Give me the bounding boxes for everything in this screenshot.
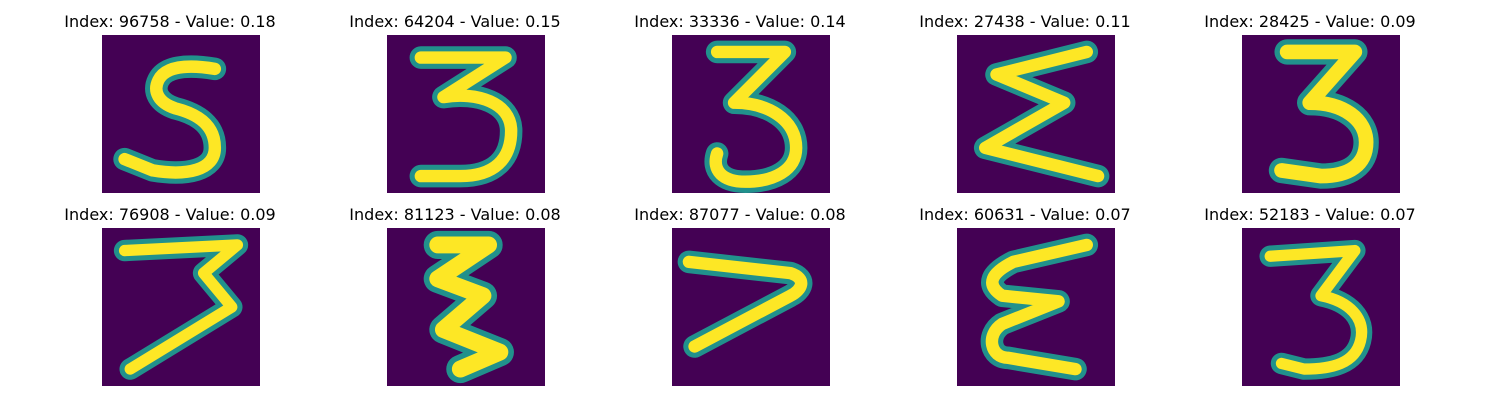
panel-title: Index: 96758 - Value: 0.18 xyxy=(20,12,320,31)
panel-title: Index: 33336 - Value: 0.14 xyxy=(590,12,890,31)
digit-image xyxy=(387,228,545,386)
digit-image xyxy=(387,35,545,193)
digit-image xyxy=(672,35,830,193)
panel-title: Index: 81123 - Value: 0.08 xyxy=(305,205,605,224)
panel-title: Index: 28425 - Value: 0.09 xyxy=(1160,12,1460,31)
panel-title: Index: 52183 - Value: 0.07 xyxy=(1160,205,1460,224)
digit-image xyxy=(672,228,830,386)
panel-title: Index: 60631 - Value: 0.07 xyxy=(875,205,1175,224)
digit-image xyxy=(102,228,260,386)
digit-image xyxy=(1242,35,1400,193)
panel-title: Index: 64204 - Value: 0.15 xyxy=(305,12,605,31)
digit-image xyxy=(102,35,260,193)
panel-title: Index: 76908 - Value: 0.09 xyxy=(20,205,320,224)
panel-title: Index: 27438 - Value: 0.11 xyxy=(875,12,1175,31)
digit-image xyxy=(1242,228,1400,386)
digit-image xyxy=(957,35,1115,193)
digit-image xyxy=(957,228,1115,386)
panel-title: Index: 87077 - Value: 0.08 xyxy=(590,205,890,224)
